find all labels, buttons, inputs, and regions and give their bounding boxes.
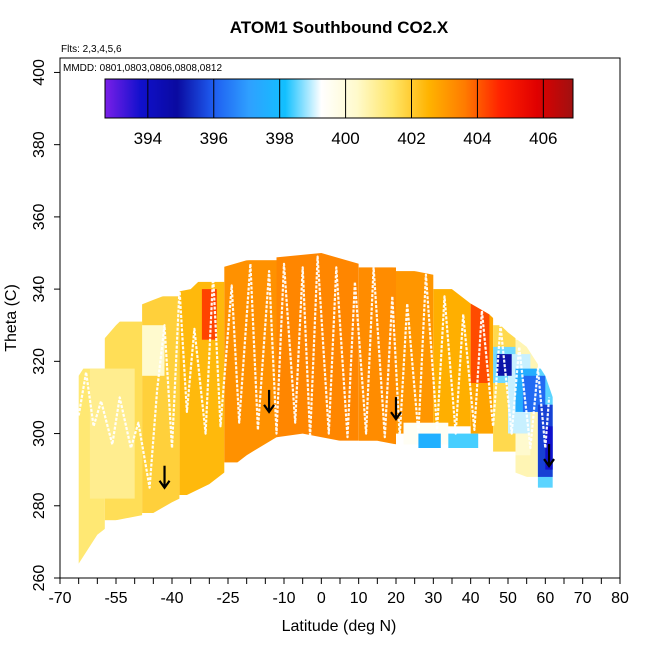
x-tick-label: -25 [216, 590, 239, 607]
y-tick-label: 280 [31, 492, 48, 519]
colorbar-tick-label: 398 [265, 129, 293, 148]
colorbar-tick-label: 404 [463, 129, 491, 148]
chart-title: ATOM1 Southbound CO2.X [230, 18, 449, 37]
colorbar-ticks: 394 396 398 400 402 404 406 [134, 79, 558, 148]
x-tick-label: 40 [462, 590, 480, 607]
colorbar-gradient [104, 78, 574, 119]
co2-cell [418, 433, 441, 448]
y-tick-label: 340 [31, 276, 48, 303]
x-tick-label: 30 [424, 590, 442, 607]
y-axis-label: Theta (C) [3, 284, 20, 352]
y-tick-label: 360 [31, 203, 48, 230]
co2-cell [142, 325, 165, 376]
descent-arrows [158, 389, 555, 490]
colorbar: 394 396 398 400 402 404 406 [104, 78, 574, 148]
flights-label: Flts: 2,3,4,5,6 [61, 44, 122, 55]
arrow-down-icon [543, 444, 555, 468]
colorbar-tick-label: 406 [529, 129, 557, 148]
arrow-head [158, 480, 171, 490]
y-tick-label: 320 [31, 348, 48, 375]
y-tick-label: 400 [31, 59, 48, 86]
co2-cell [522, 375, 546, 412]
x-tick-label: 0 [317, 590, 326, 607]
arrow-head [263, 404, 275, 414]
x-tick-label: 70 [574, 590, 592, 607]
x-tick-label: 50 [499, 590, 517, 607]
co2-cells [78, 253, 553, 564]
x-tick-label: 10 [350, 590, 368, 607]
y-tick-label: 380 [31, 131, 48, 158]
x-tick-label: 60 [536, 590, 554, 607]
arrow-down-icon [263, 389, 275, 414]
x-tick-label: 20 [387, 590, 405, 607]
co2-cell [448, 433, 479, 448]
x-tick-label: -40 [160, 590, 183, 607]
y-tick-label: 300 [31, 420, 48, 447]
flight-track-line [77, 255, 551, 489]
co2-cell [201, 289, 217, 340]
y-axis: 260 280 300 320 340 360 380 400 [31, 59, 60, 591]
arrow-head [390, 411, 402, 422]
colorbar-tick-label: 396 [200, 129, 228, 148]
co2-cell [470, 303, 490, 383]
co2-cell [433, 289, 471, 427]
arrow-down-icon [158, 465, 171, 490]
x-tick-label: 80 [611, 590, 629, 607]
x-axis-label: Latitude (deg N) [282, 618, 397, 635]
x-tick-label: -10 [272, 590, 295, 607]
colorbar-tick-label: 402 [397, 129, 425, 148]
colorbar-tick-label: 400 [331, 129, 359, 148]
y-tick-label: 260 [31, 565, 48, 592]
arrow-down-icon [390, 397, 402, 422]
x-tick-label: -70 [48, 590, 71, 607]
dates-label: MMDD: 0801,0803,0806,0808,0812 [63, 63, 222, 74]
co2-field [77, 253, 555, 564]
co2-cell [515, 433, 531, 456]
arrow-head [543, 458, 555, 468]
x-tick-label: -55 [104, 590, 127, 607]
colorbar-tick-label: 394 [134, 129, 162, 148]
x-axis: -70 -55 -40 -25 -10 0 10 20 30 40 50 60 70 80 [48, 578, 629, 607]
